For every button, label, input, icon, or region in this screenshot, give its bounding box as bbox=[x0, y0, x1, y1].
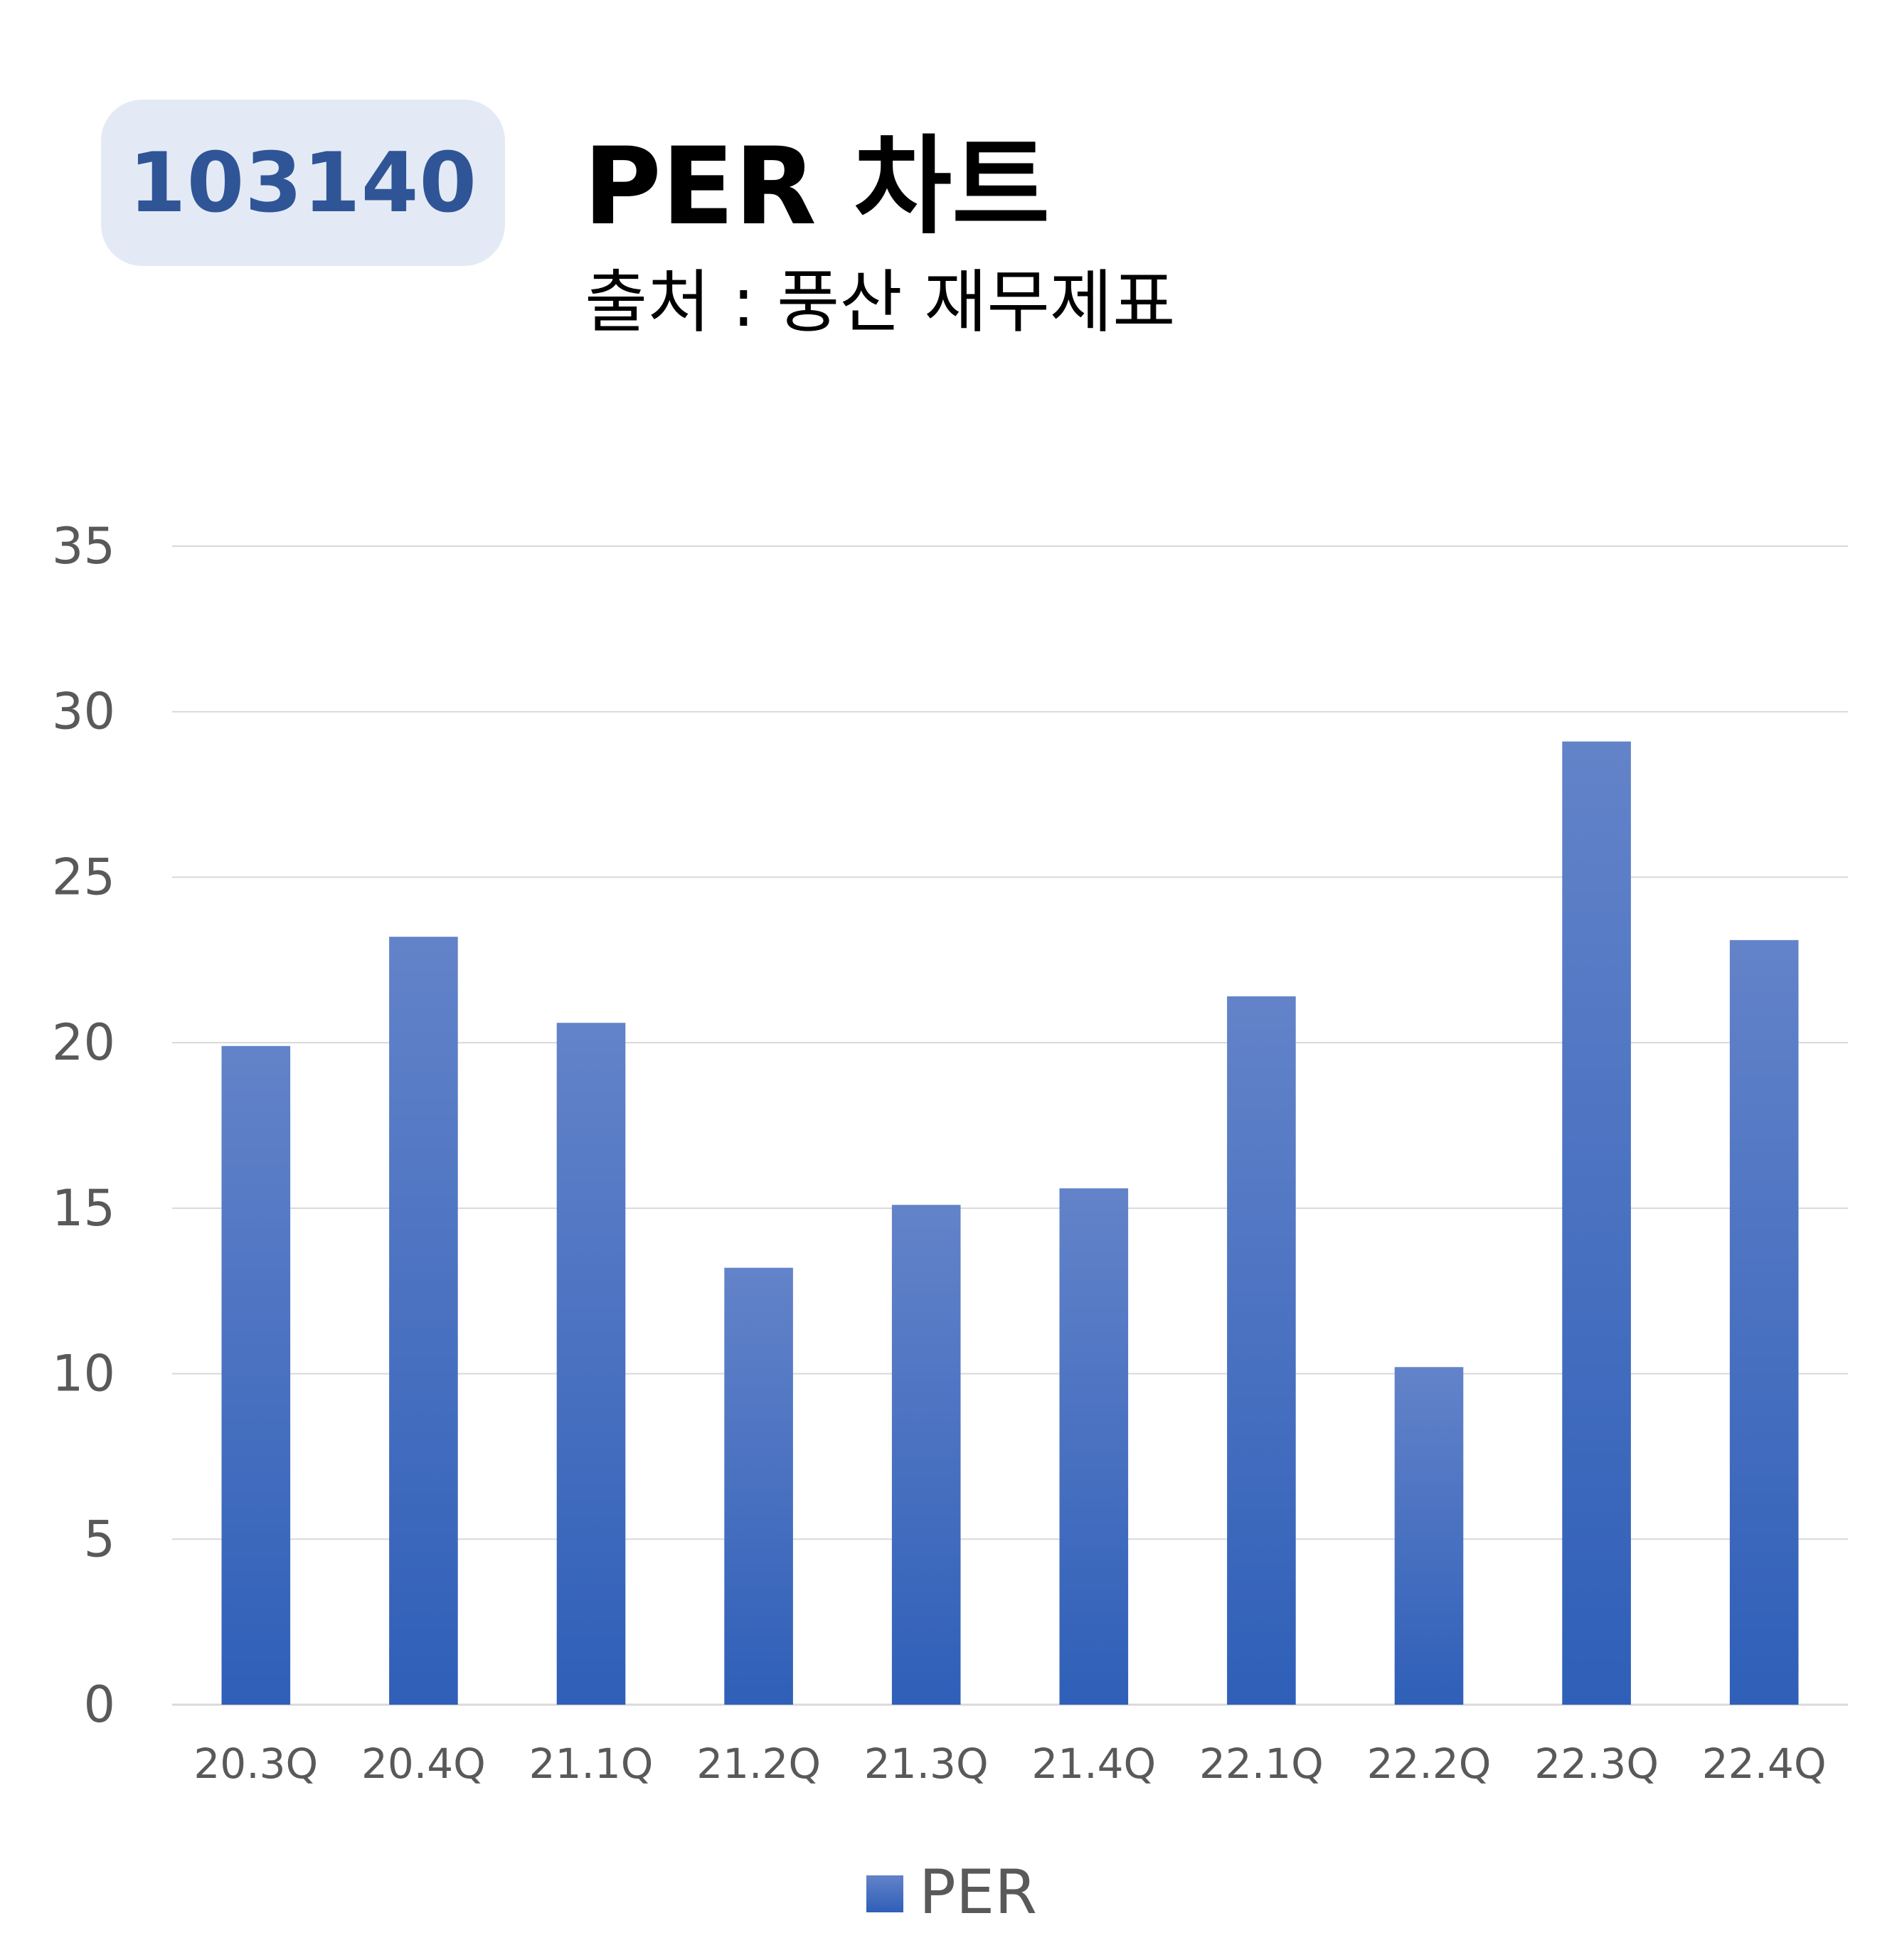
bar bbox=[556, 1023, 626, 1705]
y-tick-label: 0 bbox=[83, 1676, 115, 1734]
x-tick-label: 21.4Q bbox=[1031, 1740, 1156, 1788]
y-tick-label: 10 bbox=[52, 1345, 115, 1403]
bar bbox=[891, 1205, 961, 1705]
y-tick-label: 30 bbox=[52, 683, 115, 741]
y-tick-label: 5 bbox=[83, 1510, 115, 1568]
x-tick-label: 21.1Q bbox=[529, 1740, 654, 1788]
x-tick-label: 22.4Q bbox=[1702, 1740, 1827, 1788]
y-tick-label: 35 bbox=[52, 517, 115, 575]
y-axis-ticks: 0 5 10 15 20 25 30 35 bbox=[52, 517, 115, 1734]
y-tick-label: 20 bbox=[52, 1013, 115, 1072]
x-tick-label: 20.4Q bbox=[361, 1740, 486, 1788]
bars bbox=[221, 741, 1799, 1705]
y-tick-label: 25 bbox=[52, 848, 115, 906]
y-tick-label: 15 bbox=[52, 1179, 115, 1237]
legend: PER bbox=[866, 1857, 1037, 1928]
bar bbox=[1227, 996, 1296, 1705]
bar bbox=[1394, 1367, 1464, 1705]
x-axis-ticks: 20.3Q 20.4Q 21.1Q 21.2Q 21.3Q 21.4Q 22.1Q 22.2Q… bbox=[193, 1740, 1826, 1788]
bar bbox=[389, 937, 458, 1705]
x-tick-label: 22.1Q bbox=[1199, 1740, 1324, 1788]
chart-title: PER 차트 bbox=[583, 125, 1051, 249]
bar bbox=[1059, 1188, 1129, 1705]
x-tick-label: 20.3Q bbox=[193, 1740, 318, 1788]
x-tick-label: 22.3Q bbox=[1534, 1740, 1659, 1788]
legend-label: PER bbox=[919, 1857, 1037, 1928]
bar bbox=[1562, 741, 1631, 1705]
stock-code-badge: 103140 bbox=[101, 100, 505, 266]
bar bbox=[1729, 939, 1799, 1705]
x-tick-label: 21.3Q bbox=[864, 1740, 989, 1788]
x-tick-label: 21.2Q bbox=[696, 1740, 821, 1788]
legend-swatch bbox=[866, 1875, 903, 1912]
x-tick-label: 22.2Q bbox=[1367, 1740, 1492, 1788]
bar bbox=[724, 1267, 793, 1705]
chart-subtitle: 출처 : 풍산 재무제표 bbox=[585, 262, 1176, 342]
bar bbox=[221, 1045, 291, 1705]
